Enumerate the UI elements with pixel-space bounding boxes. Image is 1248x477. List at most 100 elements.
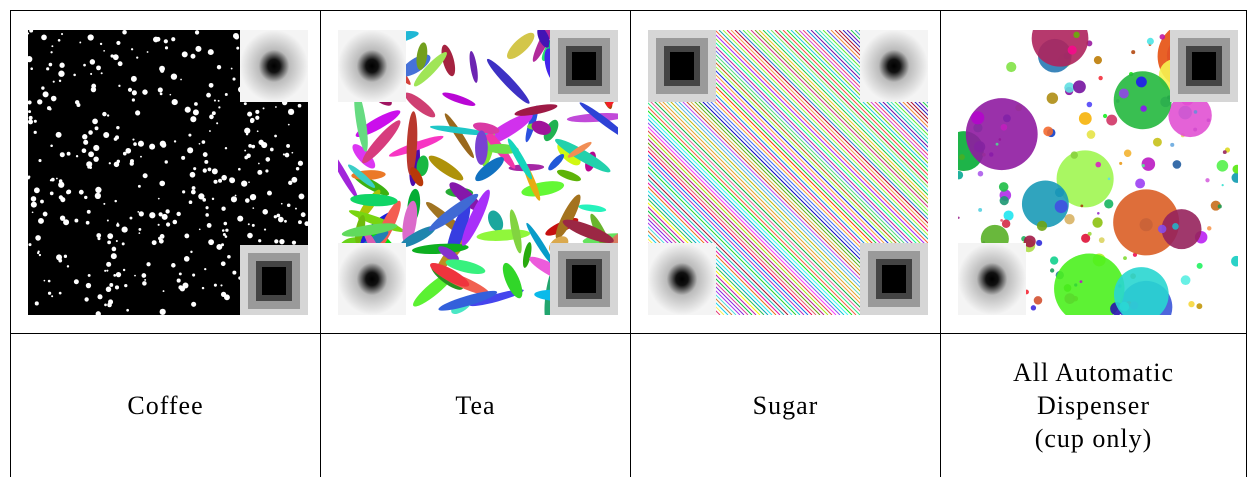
dot (163, 290, 165, 292)
dot (257, 130, 259, 132)
dot (59, 179, 63, 183)
dot (38, 218, 44, 224)
dot (250, 194, 256, 200)
dot (58, 71, 64, 77)
dot (184, 256, 190, 262)
bubble (1087, 130, 1096, 139)
bubble (1034, 296, 1043, 305)
bubble (1103, 114, 1107, 118)
dot (221, 175, 227, 181)
dot (56, 132, 62, 138)
dot (199, 228, 201, 230)
bubble (1087, 102, 1093, 108)
dot (103, 50, 105, 52)
bubble (1104, 199, 1113, 208)
dot (159, 212, 163, 216)
dot (220, 284, 222, 286)
dot (82, 134, 87, 139)
dot (232, 271, 236, 275)
dot (258, 140, 263, 145)
dot (209, 130, 211, 132)
dot (46, 67, 49, 70)
dot (172, 99, 178, 105)
dot (107, 303, 112, 308)
dot (221, 207, 225, 211)
dot (56, 178, 58, 180)
dot (104, 270, 106, 272)
dot (191, 190, 196, 195)
dot (160, 141, 166, 147)
dot (74, 279, 79, 284)
dot (142, 281, 147, 286)
bubble (1050, 268, 1054, 272)
dot (130, 159, 134, 163)
dot (265, 169, 268, 172)
dot (116, 272, 121, 277)
bubble (996, 143, 999, 146)
dot (137, 211, 139, 213)
dot (160, 93, 163, 96)
dot (132, 139, 134, 141)
dot (225, 229, 228, 232)
bubble (1006, 62, 1016, 72)
dot (41, 86, 44, 89)
dot (107, 241, 111, 245)
dot (241, 180, 247, 186)
bubble (1123, 256, 1127, 260)
bubble (1147, 38, 1154, 45)
dot (37, 99, 42, 104)
dot (171, 73, 177, 79)
dot (111, 253, 117, 259)
dot (247, 233, 253, 239)
dot (160, 69, 164, 73)
dot (51, 45, 53, 47)
dot (250, 118, 255, 123)
bubble (1047, 92, 1058, 103)
dot (117, 223, 119, 225)
dot (40, 200, 44, 204)
bubble (1106, 115, 1117, 126)
dot (146, 262, 150, 266)
dot (246, 154, 250, 158)
dot (182, 190, 185, 193)
dot (218, 179, 222, 183)
dot (292, 241, 296, 245)
cell-text: Tea (455, 389, 495, 422)
dot (207, 223, 212, 228)
dot (190, 251, 192, 253)
dot (203, 152, 208, 157)
dot (199, 143, 201, 145)
dot (118, 85, 120, 87)
dot (122, 242, 125, 245)
dot (104, 303, 107, 306)
dot (114, 200, 116, 202)
dot (34, 120, 37, 123)
dot (83, 140, 88, 145)
bubble (1136, 77, 1147, 88)
dot (51, 96, 57, 102)
dot (90, 59, 95, 64)
dot (217, 65, 221, 69)
dot (35, 235, 41, 241)
dot (28, 243, 31, 246)
cell-text: All Automatic (1013, 356, 1174, 389)
dot (96, 65, 101, 70)
dot (38, 159, 41, 162)
bubble (1108, 177, 1111, 180)
dot (124, 284, 127, 287)
dot (193, 109, 199, 115)
dot (79, 42, 81, 44)
dot (95, 187, 101, 193)
dot (67, 265, 69, 267)
dot (298, 104, 302, 108)
dot (53, 81, 55, 83)
dot (299, 193, 305, 199)
dot (132, 92, 136, 96)
dot (193, 167, 196, 170)
dot (131, 48, 133, 50)
dot (64, 255, 67, 258)
dot (106, 270, 108, 272)
dot (176, 212, 180, 216)
dot (31, 196, 36, 201)
dot (286, 144, 290, 148)
